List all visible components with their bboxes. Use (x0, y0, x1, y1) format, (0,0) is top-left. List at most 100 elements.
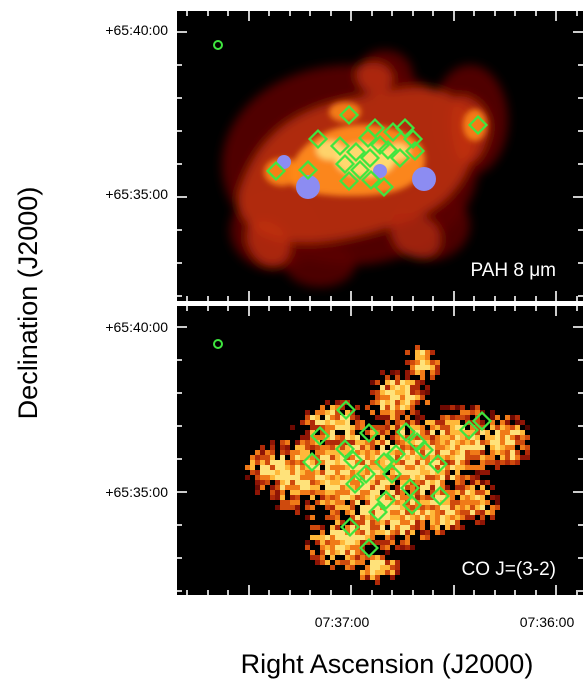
co-emission-pixel (380, 525, 385, 530)
co-emission-pixel (455, 435, 460, 440)
co-emission-pixel (410, 520, 415, 525)
co-emission-pixel (405, 370, 410, 375)
co-emission-pixel (345, 550, 350, 555)
co-emission-pixel (280, 490, 285, 495)
co-emission-pixel (390, 470, 395, 475)
co-square-marker (344, 473, 366, 495)
co-emission-pixel (505, 455, 510, 460)
co-emission-pixel (325, 400, 330, 405)
co-emission-pixel (295, 460, 300, 465)
co-emission-pixel (250, 465, 255, 470)
co-emission-pixel (345, 510, 350, 515)
co-emission-pixel (410, 475, 415, 480)
co-emission-pixel (435, 515, 440, 520)
co-emission-pixel (370, 465, 375, 470)
co-emission-pixel (470, 500, 475, 505)
co-emission-pixel (385, 395, 390, 400)
co-emission-pixel (500, 425, 505, 430)
co-emission-pixel (455, 505, 460, 510)
co-emission-pixel (490, 435, 495, 440)
co-emission-pixel (345, 420, 350, 425)
co-emission-pixel (425, 390, 430, 395)
co-emission-pixel (480, 520, 485, 525)
co-emission-pixel (375, 570, 380, 575)
co-emission-pixel (340, 405, 345, 410)
co-emission-pixel (360, 555, 365, 560)
co-emission-pixel (280, 480, 285, 485)
co-emission-pixel (375, 475, 380, 480)
co-emission-pixel (490, 515, 495, 520)
co-emission-pixel (370, 515, 375, 520)
co-emission-pixel (320, 445, 325, 450)
co-emission-pixel (400, 545, 405, 550)
co-emission-pixel (270, 455, 275, 460)
co-emission-pixel (285, 505, 290, 510)
co-emission-pixel (445, 515, 450, 520)
co-emission-pixel (370, 535, 375, 540)
co-emission-pixel (380, 495, 385, 500)
co-emission-pixel (325, 440, 330, 445)
co-emission-pixel (355, 550, 360, 555)
co-emission-pixel (420, 500, 425, 505)
co-emission-pixel (420, 490, 425, 495)
co-emission-pixel (280, 485, 285, 490)
co-emission-pixel (505, 415, 510, 420)
co-emission-pixel (375, 480, 380, 485)
co-emission-pixel (385, 570, 390, 575)
co-emission-pixel (330, 460, 335, 465)
co-emission-pixel (375, 455, 380, 460)
co-emission-pixel (345, 430, 350, 435)
co-emission-pixel (480, 515, 485, 520)
co-emission-pixel (280, 450, 285, 455)
co-emission-pixel (395, 440, 400, 445)
co-emission-pixel (420, 395, 425, 400)
co-emission-pixel (430, 360, 435, 365)
co-emission-pixel (505, 440, 510, 445)
co-emission-pixel (455, 490, 460, 495)
co-emission-pixel (460, 440, 465, 445)
co-emission-pixel (405, 470, 410, 475)
co-emission-pixel (415, 520, 420, 525)
co-emission-pixel (320, 500, 325, 505)
co-emission-pixel (440, 445, 445, 450)
co-emission-pixel (440, 485, 445, 490)
co-emission-pixel (415, 465, 420, 470)
co-emission-pixel (365, 470, 370, 475)
co-emission-pixel (325, 535, 330, 540)
pah-square-marker (338, 170, 360, 192)
co-emission-pixel (510, 460, 515, 465)
co-emission-pixel (330, 490, 335, 495)
co-emission-pixel (375, 415, 380, 420)
co-emission-pixel (410, 365, 415, 370)
co-emission-pixel (485, 440, 490, 445)
co-emission-pixel (345, 505, 350, 510)
co-emission-pixel (365, 460, 370, 465)
co-emission-pixel (485, 455, 490, 460)
co-emission-pixel (270, 490, 275, 495)
co-emission-pixel (315, 555, 320, 560)
co-emission-pixel (310, 550, 315, 555)
co-emission-pixel (465, 415, 470, 420)
co-emission-pixel (290, 495, 295, 500)
co-emission-pixel (375, 380, 380, 385)
co-emission-pixel (435, 450, 440, 455)
co-emission-pixel (320, 405, 325, 410)
co-emission-pixel (315, 470, 320, 475)
co-emission-pixel (475, 475, 480, 480)
co-emission-pixel (340, 445, 345, 450)
co-emission-pixel (330, 455, 335, 460)
co-emission-pixel (435, 440, 440, 445)
co-emission-pixel (430, 365, 435, 370)
co-emission-pixel (285, 485, 290, 490)
co-emission-pixel (400, 520, 405, 525)
co-emission-pixel (295, 510, 300, 515)
co-emission-pixel (415, 490, 420, 495)
co-emission-pixel (375, 395, 380, 400)
co-emission-pixel (340, 560, 345, 565)
co-emission-pixel (410, 485, 415, 490)
co-emission-pixel (495, 465, 500, 470)
co-emission-pixel (330, 470, 335, 475)
co-emission-pixel (325, 445, 330, 450)
co-emission-pixel (440, 425, 445, 430)
dec-tick-label: +65:40:00 (105, 22, 168, 38)
